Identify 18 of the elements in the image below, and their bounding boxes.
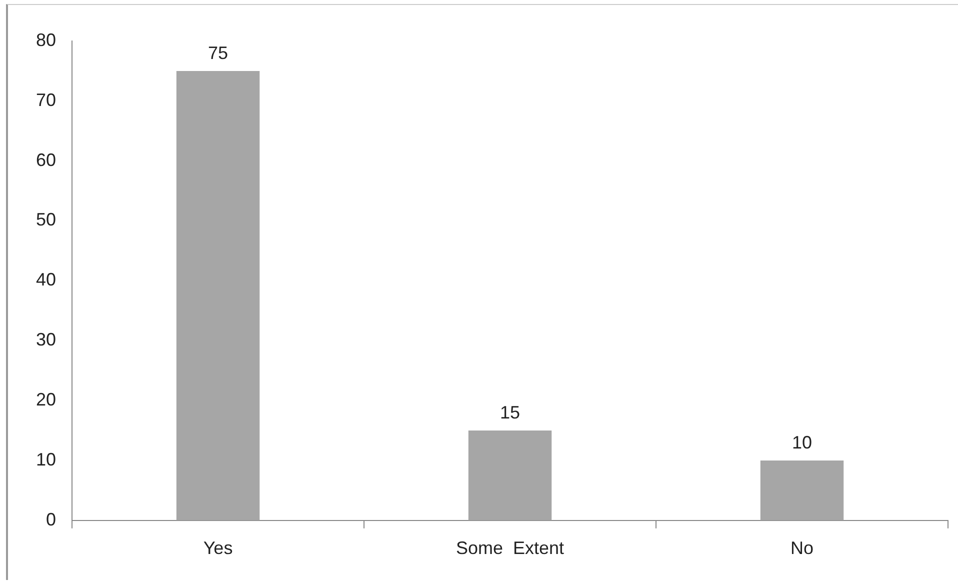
x-tick-label: Some Extent <box>456 538 564 558</box>
x-tick-label: Yes <box>203 538 233 558</box>
y-tick-label: 0 <box>46 509 56 530</box>
data-label: 75 <box>208 42 228 63</box>
y-tick-label: 20 <box>36 390 56 410</box>
data-label: 10 <box>792 432 812 452</box>
bar <box>468 430 552 520</box>
y-tick-label: 70 <box>36 90 56 110</box>
y-tick-label: 80 <box>36 30 56 50</box>
y-tick-label: 10 <box>36 449 56 470</box>
y-tick-label: 40 <box>36 270 56 290</box>
y-tick-label: 60 <box>36 150 56 170</box>
data-label: 15 <box>500 402 520 422</box>
bar <box>176 70 260 520</box>
y-tick-label: 50 <box>36 210 56 230</box>
x-tick-label: No <box>790 538 814 558</box>
bar <box>760 460 844 520</box>
y-tick-label: 30 <box>36 330 56 350</box>
